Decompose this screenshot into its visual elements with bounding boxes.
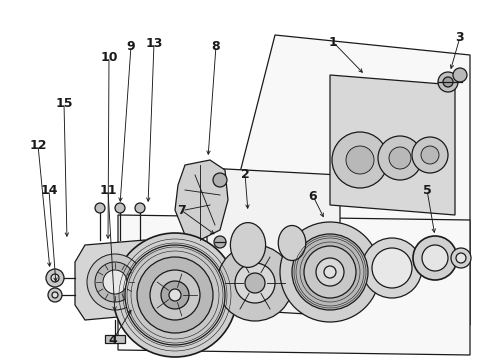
Circle shape: [324, 266, 336, 278]
Text: 7: 7: [176, 203, 185, 216]
Text: 10: 10: [100, 50, 118, 63]
Ellipse shape: [230, 222, 266, 267]
Ellipse shape: [278, 225, 306, 261]
Circle shape: [103, 270, 127, 294]
Circle shape: [316, 258, 344, 286]
Circle shape: [304, 246, 356, 298]
Polygon shape: [205, 35, 470, 325]
Circle shape: [125, 245, 225, 345]
Circle shape: [389, 147, 411, 169]
Text: 9: 9: [127, 40, 135, 53]
Circle shape: [213, 173, 227, 187]
Text: 2: 2: [241, 167, 249, 180]
Circle shape: [214, 236, 226, 248]
Ellipse shape: [284, 233, 300, 253]
Circle shape: [245, 273, 265, 293]
Circle shape: [52, 292, 58, 298]
Ellipse shape: [243, 238, 253, 252]
Circle shape: [451, 248, 471, 268]
Text: 12: 12: [29, 139, 47, 152]
Circle shape: [161, 281, 189, 309]
Text: 11: 11: [99, 184, 117, 197]
Text: 3: 3: [456, 31, 465, 44]
Circle shape: [412, 137, 448, 173]
Circle shape: [346, 146, 374, 174]
Text: 15: 15: [55, 96, 73, 109]
Ellipse shape: [237, 231, 259, 259]
Bar: [105, 335, 125, 343]
Circle shape: [115, 203, 125, 213]
Circle shape: [48, 288, 62, 302]
Polygon shape: [118, 215, 470, 355]
Circle shape: [362, 238, 422, 298]
Text: 14: 14: [40, 184, 58, 197]
Circle shape: [113, 233, 237, 357]
Circle shape: [51, 274, 59, 282]
Circle shape: [413, 236, 457, 280]
Polygon shape: [330, 75, 455, 215]
Circle shape: [372, 248, 412, 288]
Circle shape: [280, 222, 380, 322]
Circle shape: [292, 234, 368, 310]
Polygon shape: [207, 168, 340, 316]
Text: 1: 1: [329, 36, 338, 49]
Circle shape: [332, 132, 388, 188]
Circle shape: [137, 257, 213, 333]
Circle shape: [421, 146, 439, 164]
Polygon shape: [175, 160, 228, 240]
Circle shape: [46, 269, 64, 287]
Circle shape: [456, 253, 466, 263]
Text: 5: 5: [422, 184, 431, 197]
Text: 13: 13: [146, 36, 163, 50]
Circle shape: [422, 245, 448, 271]
Circle shape: [235, 263, 275, 303]
Circle shape: [443, 77, 453, 87]
Circle shape: [150, 270, 200, 320]
Circle shape: [95, 203, 105, 213]
Polygon shape: [75, 240, 155, 320]
Circle shape: [135, 203, 145, 213]
Circle shape: [453, 68, 467, 82]
Text: 6: 6: [309, 189, 318, 202]
Circle shape: [217, 245, 293, 321]
Text: 8: 8: [212, 40, 220, 53]
Circle shape: [87, 254, 143, 310]
Circle shape: [438, 72, 458, 92]
Circle shape: [378, 136, 422, 180]
Circle shape: [95, 262, 135, 302]
Text: 4: 4: [109, 333, 118, 346]
Ellipse shape: [288, 238, 296, 248]
Circle shape: [169, 289, 181, 301]
